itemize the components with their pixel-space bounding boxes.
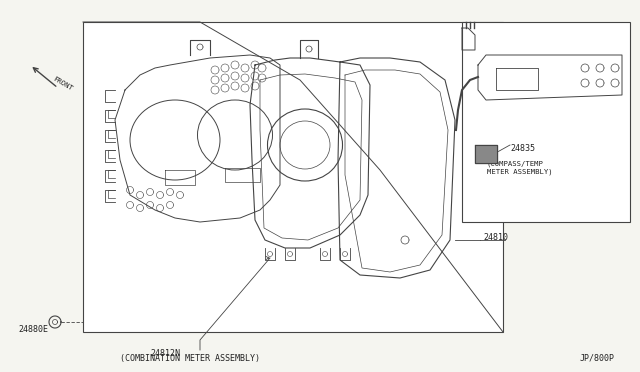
Text: 24812N: 24812N bbox=[150, 349, 180, 357]
Polygon shape bbox=[475, 145, 497, 163]
Text: (COMPASS/TEMP
METER ASSEMBLY): (COMPASS/TEMP METER ASSEMBLY) bbox=[487, 160, 552, 174]
Text: 24880E: 24880E bbox=[18, 326, 48, 334]
Text: JP/800P: JP/800P bbox=[580, 353, 615, 362]
Bar bbox=[83, 22, 503, 332]
Text: 24835: 24835 bbox=[510, 144, 535, 153]
Text: FRONT: FRONT bbox=[52, 76, 74, 92]
Text: (COMBINATION METER ASSEMBLY): (COMBINATION METER ASSEMBLY) bbox=[120, 353, 260, 362]
Bar bbox=[462, 22, 630, 222]
Text: 24810: 24810 bbox=[483, 232, 508, 241]
